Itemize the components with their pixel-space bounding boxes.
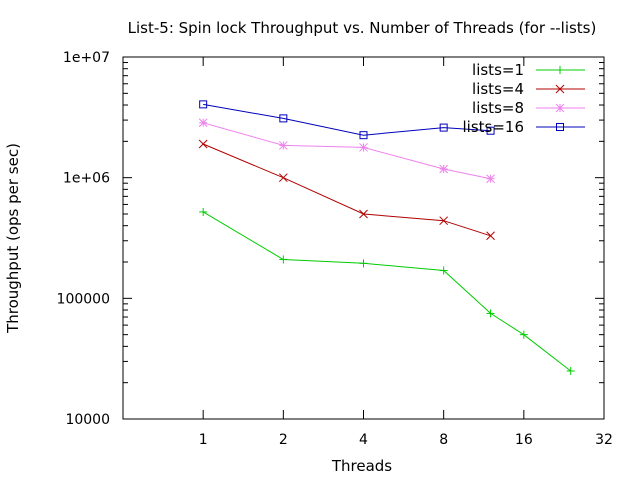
legend-label: lists=8 xyxy=(472,99,524,117)
x-tick-label: 2 xyxy=(279,432,288,448)
x-tick-label: 1 xyxy=(199,432,208,448)
data-point xyxy=(198,118,208,128)
data-point xyxy=(486,231,495,241)
data-point xyxy=(486,309,495,318)
data-point xyxy=(566,366,575,375)
data-point xyxy=(279,255,288,264)
data-point xyxy=(486,126,495,135)
data-point xyxy=(199,100,208,109)
data-point xyxy=(278,173,288,183)
data-point xyxy=(279,114,288,123)
series-line xyxy=(202,211,572,372)
data-point xyxy=(359,143,368,152)
data-point xyxy=(439,216,449,226)
y-axis-label: Throughput (ops per sec) xyxy=(4,143,22,334)
y-tick-label: 1e+06 xyxy=(63,171,110,187)
legend-marker xyxy=(555,84,565,94)
plot-axes: 10000 100000 1e+06 1e+07 1 2 4 8 16 32 xyxy=(57,50,613,448)
x-tick-label: 4 xyxy=(359,432,368,448)
data-point xyxy=(519,330,528,339)
legend-label: lists=4 xyxy=(472,80,524,98)
data-point xyxy=(359,259,368,268)
x-tick-label: 8 xyxy=(439,432,448,448)
data-point xyxy=(439,164,449,174)
y-tick-label: 1e+07 xyxy=(63,50,110,66)
x-axis-label: Threads xyxy=(331,457,392,475)
legend-label: lists=1 xyxy=(472,61,524,79)
data-point xyxy=(486,174,495,184)
data-point xyxy=(359,131,368,140)
series-line xyxy=(203,103,491,136)
chart-title: List-5: Spin lock Throughput vs. Number … xyxy=(128,19,597,37)
y-tick-label: 100000 xyxy=(57,291,110,307)
legend-marker xyxy=(556,123,564,131)
x-tick-label: 32 xyxy=(595,432,613,448)
series-line xyxy=(203,143,491,237)
plot-frame xyxy=(122,56,605,420)
legend-marker xyxy=(556,66,564,74)
series-lists-1 xyxy=(199,207,575,375)
series-lists-8 xyxy=(198,118,495,184)
series-layer xyxy=(198,100,575,375)
x-tick-label: 16 xyxy=(515,432,533,448)
series-lists-4 xyxy=(198,139,495,241)
data-point xyxy=(278,141,288,150)
y-tick-label: 10000 xyxy=(65,412,110,428)
data-point xyxy=(359,209,368,219)
legend-label: lists=16 xyxy=(462,118,524,136)
data-point xyxy=(198,139,208,149)
data-point xyxy=(439,123,448,132)
data-point xyxy=(199,207,208,216)
series-lists-16 xyxy=(199,100,495,140)
data-point xyxy=(439,266,448,275)
legend-marker xyxy=(555,103,565,113)
